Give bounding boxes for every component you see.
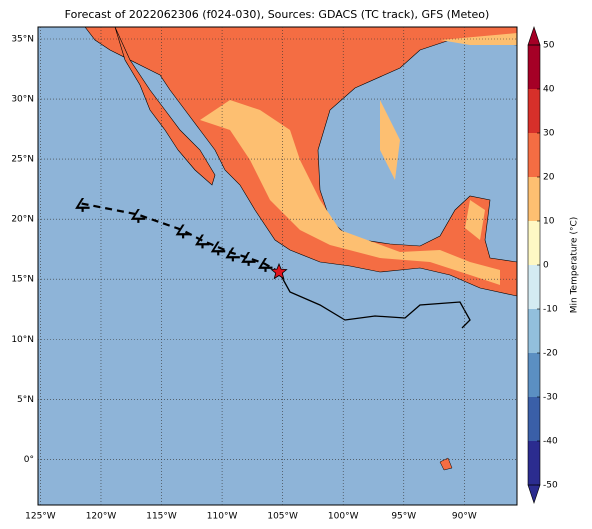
colorbar-extend-bottom [527,484,541,504]
x-tick-label: 125°W [25,512,56,522]
colorbar-tick-label: 0 [543,261,549,271]
colorbar-tick-label: -50 [543,481,558,491]
x-tick-label: 115°W [146,512,177,522]
colorbar-tick-label: 10 [543,217,555,227]
x-tick-label: 105°W [267,512,298,522]
colorbar-band [528,441,540,485]
y-tick-label: 25°N [11,155,34,165]
storm-symbol: ഺ [210,236,226,257]
plot-frame [37,26,518,506]
y-tick-label: 30°N [11,95,34,105]
storm-symbol: ഺ [74,193,90,214]
current-position [270,262,288,280]
x-tick-label: 100°W [328,512,359,522]
x-tick-label: 120°W [86,512,117,522]
colorbar-tick-label: -40 [543,437,558,447]
colorbar-tick-label: -30 [543,393,558,403]
colorbar-band [528,353,540,397]
colorbar-band [528,265,540,309]
land [84,27,517,297]
storm-symbol: ഺ [174,219,190,240]
baja-california [114,27,216,186]
y-tick-label: 10°N [11,335,34,345]
y-tick-label: 0° [24,455,34,465]
colorbar: -50 -40 -30 -20 -10 0 10 20 30 40 50 [527,26,558,504]
colorbar-label: Min Temperature (°C) [570,217,580,314]
y-tick-label: 35°N [11,35,34,45]
colorbar-band [528,309,540,353]
storm-symbol: ഺ [257,253,273,274]
colorbar-band [528,221,540,265]
x-tick-label: 95°W [391,512,416,522]
colorbar-tick-label: -20 [543,349,558,359]
colorbar-tick-label: 50 [543,41,555,51]
chart-title: Forecast of 2022062306 (f024-030), Sourc… [65,8,490,21]
y-tick-label: 15°N [11,275,34,285]
colorbar-band [528,45,540,89]
colorbar-extend-top [527,26,541,46]
storm-symbol: ഺ [130,203,146,224]
island [439,457,453,471]
storm-symbol: ഺ [224,242,240,263]
colorbar-band [528,133,540,177]
colorbar-band [528,177,540,221]
colorbar-tick-label: 30 [543,129,555,139]
storm-symbol: ഺ [240,247,256,268]
x-tick-label: 110°W [207,512,238,522]
colorbar-band [528,89,540,133]
colorbar-tick-label: -10 [543,305,558,315]
storm-symbol: ഺ [194,229,210,250]
colorbar-tick-label: 40 [543,85,555,95]
y-tick-label: 5°N [17,395,34,405]
map-area [38,27,517,505]
track-line [81,202,280,273]
colorbar-tick-label: 20 [543,173,555,183]
colorbar-band [528,397,540,441]
y-tick-label: 20°N [11,215,34,225]
x-tick-label: 90°W [452,512,477,522]
forecast-cone-line [278,271,471,329]
